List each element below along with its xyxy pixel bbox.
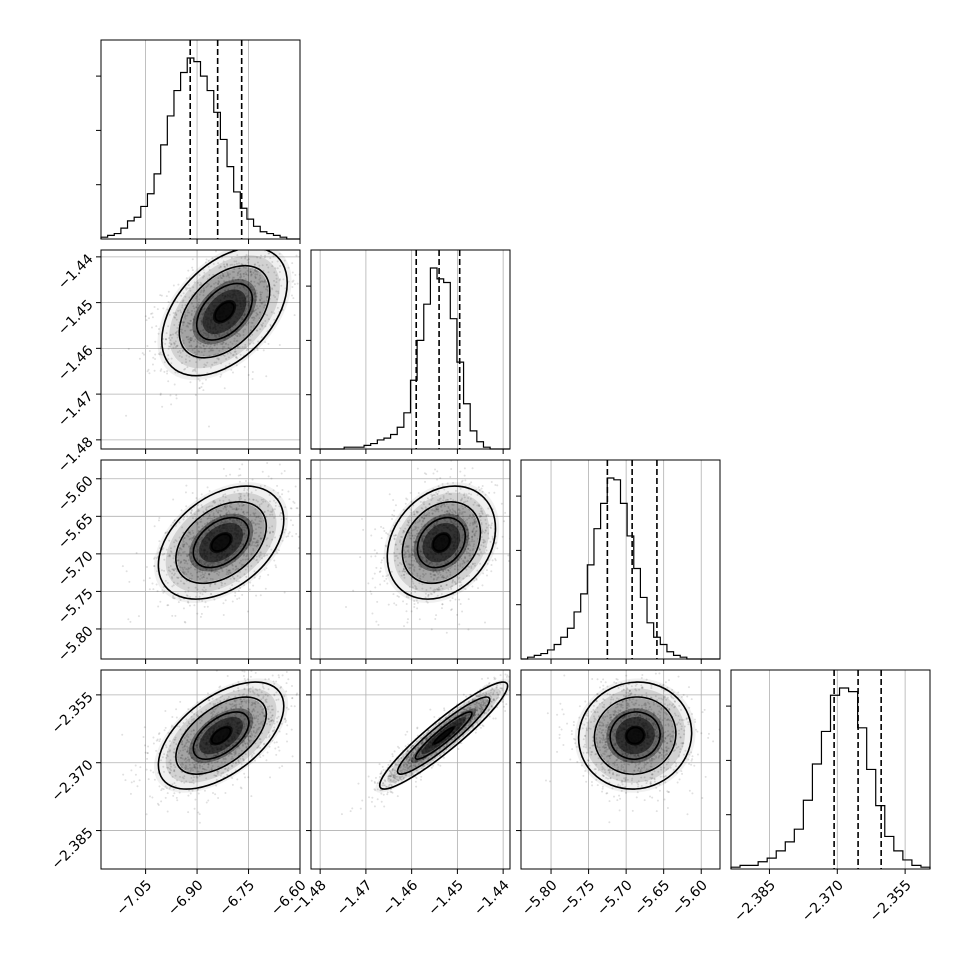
panel-frame <box>520 459 721 660</box>
x-tick-label: −7.05 <box>114 877 156 919</box>
density-level <box>431 725 456 746</box>
x-tick-label: −5.70 <box>594 877 636 919</box>
contour-line <box>192 711 250 761</box>
density-content <box>121 670 299 824</box>
grid-lines <box>145 40 249 239</box>
y-tick-label: −1.44 <box>55 251 97 293</box>
histogram-panel-2 <box>516 459 721 664</box>
contour-line <box>433 726 454 745</box>
contour-line <box>192 516 250 569</box>
panel-frame <box>100 39 301 240</box>
contour-line <box>161 250 289 377</box>
contour-line <box>414 711 473 761</box>
y-tick-label: −5.80 <box>55 623 97 665</box>
histogram-panel-1 <box>306 249 511 454</box>
panel-frame <box>100 459 301 660</box>
y-tick-label: −5.75 <box>55 586 97 628</box>
grid-lines <box>101 670 300 869</box>
x-tick-label: −5.80 <box>519 877 561 919</box>
contour-line <box>214 301 235 323</box>
density-level <box>212 299 237 324</box>
x-tick-label: −2.385 <box>731 877 779 925</box>
x-tick-label: −1.44 <box>471 877 513 919</box>
x-tick-label: −1.45 <box>425 877 467 919</box>
y-tick-label: −2.355 <box>49 689 97 737</box>
contour-line <box>396 696 491 775</box>
grid-lines <box>311 670 510 869</box>
density-content <box>340 670 510 816</box>
grid-lines <box>319 250 504 449</box>
contour-line <box>386 485 497 600</box>
histogram-step <box>730 687 931 869</box>
y-tick-label: −1.45 <box>55 297 97 339</box>
panel-frame <box>100 669 301 870</box>
density-panel-0-2: −5.80−5.75−5.70−5.65−5.60 <box>55 459 301 665</box>
contour-line <box>432 533 451 552</box>
density-content <box>121 462 300 624</box>
contour-line <box>416 516 467 569</box>
y-tick-label: −2.385 <box>49 825 97 873</box>
grid-lines <box>311 460 510 659</box>
y-tick-label: −1.48 <box>55 434 97 476</box>
y-tick-label: −5.70 <box>55 548 97 590</box>
contour-line <box>401 501 482 585</box>
density-content <box>101 250 300 428</box>
grid-lines <box>101 250 300 449</box>
y-tick-label: −1.47 <box>55 388 97 430</box>
density-panel-1-3: −1.48 −1.47 −1.46 −1.45 −1.44 <box>288 669 513 919</box>
contour-line <box>157 485 285 600</box>
histogram-step <box>521 477 720 660</box>
density-panel-0-3: −7.05 −6.90 −6.75 −6.60−2.385−2.370−2.355 <box>49 669 310 919</box>
x-tick-label: −2.370 <box>799 877 847 925</box>
x-tick-label: −6.90 <box>165 877 207 919</box>
y-tick-label: −5.60 <box>55 473 97 515</box>
contour-line <box>157 681 285 790</box>
x-tick-label: −5.65 <box>632 877 674 919</box>
density-content <box>345 460 510 634</box>
density-panel-2-3: −5.80−5.75−5.70−5.65−5.60 <box>516 669 721 919</box>
x-tick-label: −1.46 <box>380 877 422 919</box>
x-tick-label: −1.47 <box>334 877 376 919</box>
density-level <box>209 532 233 554</box>
density-level <box>209 725 233 746</box>
contour-line <box>210 726 232 745</box>
x-tick-label: −5.75 <box>557 877 599 919</box>
histogram-panel-3: −2.385 −2.370 −2.355 <box>726 669 931 925</box>
histogram-step <box>311 267 510 450</box>
contour-line <box>593 696 677 775</box>
histogram-step <box>100 57 300 240</box>
y-tick-label: −1.46 <box>55 343 97 385</box>
contour-line <box>175 696 268 775</box>
panel-frame <box>520 669 721 870</box>
x-tick-label: −2.355 <box>867 877 915 925</box>
density-panel-1-2 <box>306 459 511 664</box>
contour-line <box>378 681 509 790</box>
panel-frame <box>310 249 511 450</box>
density-panel-0-1: −1.48−1.47−1.46−1.45−1.44 <box>55 249 301 476</box>
x-tick-label: −5.60 <box>669 877 711 919</box>
grid-lines <box>769 670 906 869</box>
contour-line <box>577 681 693 790</box>
y-tick-label: −2.370 <box>49 757 97 805</box>
contour-line <box>625 726 645 745</box>
contour-line <box>210 533 232 552</box>
grid-lines <box>550 460 702 659</box>
panel-frame <box>730 669 931 870</box>
panel-frame <box>310 459 511 660</box>
panel-frame <box>100 249 301 450</box>
density-content <box>544 670 720 824</box>
contour-line <box>175 501 268 585</box>
y-tick-label: −5.65 <box>55 511 97 553</box>
x-tick-label: −6.75 <box>216 877 258 919</box>
contour-line <box>609 711 661 761</box>
contour-line <box>196 282 254 341</box>
contour-line <box>178 264 271 359</box>
histogram-panel-0 <box>96 39 301 244</box>
panel-frame <box>310 669 511 870</box>
